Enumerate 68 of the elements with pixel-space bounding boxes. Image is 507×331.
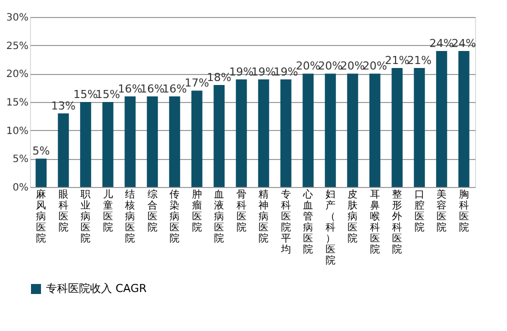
y-tick-label: 20% xyxy=(6,69,28,80)
bar xyxy=(146,96,158,187)
x-tick-label: 美容医院 xyxy=(436,188,447,234)
text: 21% xyxy=(384,54,410,67)
bar xyxy=(280,79,292,187)
text: 24% xyxy=(452,37,476,50)
bar xyxy=(191,90,202,187)
y-tick-label: 30% xyxy=(6,12,28,24)
text: 24% xyxy=(429,37,454,50)
text: 18% xyxy=(206,71,232,84)
text: 19% xyxy=(229,65,254,78)
x-tick-label: 整形外科医院 xyxy=(392,188,402,256)
text: 20% xyxy=(296,60,320,73)
bar xyxy=(436,51,448,187)
bar xyxy=(392,68,403,187)
bar xyxy=(102,102,114,187)
bar xyxy=(58,113,69,187)
x-tick-label: 职业病医院 xyxy=(80,190,91,244)
x-tick-label: 皮肤病医院 xyxy=(348,188,358,244)
bar xyxy=(36,158,47,187)
bar xyxy=(347,74,358,187)
bar xyxy=(302,74,314,187)
x-tick-label: 精神病医院 xyxy=(258,188,269,244)
x-tick-label: 血液病医院 xyxy=(214,188,224,244)
y-tick-label: 25% xyxy=(6,40,28,52)
text: 20% xyxy=(362,60,388,73)
bar xyxy=(258,79,270,187)
bar xyxy=(169,96,180,187)
text: 20% xyxy=(318,60,343,73)
text: 19% xyxy=(274,65,298,78)
text: 19% xyxy=(251,65,276,78)
bar xyxy=(414,68,425,187)
x-tick-label: 肿瘤医院 xyxy=(192,188,202,234)
y-tick-label: 10% xyxy=(6,126,28,137)
text: 21% xyxy=(407,54,432,67)
text: 13% xyxy=(51,99,76,112)
text: 15% xyxy=(73,88,98,101)
text: 15% xyxy=(96,88,120,101)
x-tick-label: 胸科医院 xyxy=(458,188,469,234)
text: 20% xyxy=(340,60,365,73)
x-tick-label: 心血管病医院 xyxy=(302,188,314,256)
x-tick-label: 眼科医院 xyxy=(58,190,68,234)
text: 16% xyxy=(118,82,142,96)
bar xyxy=(236,79,247,187)
x-tick-label: 综合医院 xyxy=(147,188,158,234)
bar xyxy=(214,85,225,187)
x-tick-label: 耳鼻喉科医院 xyxy=(370,190,380,256)
text: 16% xyxy=(140,82,165,96)
text: 17% xyxy=(184,76,210,90)
bar xyxy=(458,51,470,187)
text: 16% xyxy=(162,82,187,96)
x-tick-label: 口腔医院 xyxy=(414,190,424,234)
x-tick-label: 妇产（科）医院 xyxy=(325,190,336,266)
y-tick-label: 5% xyxy=(12,154,28,166)
bar xyxy=(124,96,136,187)
x-tick-label: 麻风病医院 xyxy=(36,188,46,244)
legend-label: 专科医院收入 CAGR xyxy=(46,282,148,295)
bar xyxy=(80,102,92,187)
bar xyxy=(324,74,336,187)
x-tick-label: 结核病医院 xyxy=(124,188,136,244)
x-tick-label: 专科医院平均 xyxy=(280,188,291,256)
x-tick-label: 传染病医院 xyxy=(170,190,180,244)
y-tick-label: 15% xyxy=(6,98,28,108)
y-tick-label: 0% xyxy=(12,182,28,194)
x-tick-label: 儿童医院 xyxy=(102,188,113,234)
x-tick-label: 骨科医院 xyxy=(236,190,246,234)
text: 5% xyxy=(32,144,50,158)
bar xyxy=(369,74,380,187)
